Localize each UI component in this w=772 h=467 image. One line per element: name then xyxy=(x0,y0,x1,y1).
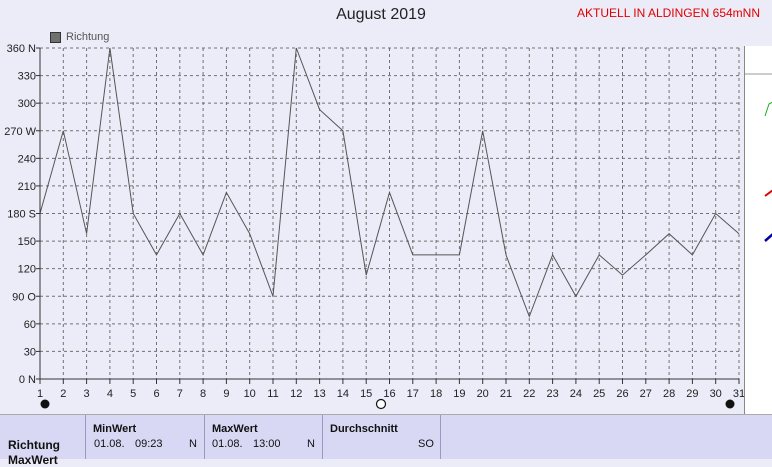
x-tick-label: 15 xyxy=(360,388,372,400)
min-direction: N xyxy=(189,438,197,450)
x-tick-label: 2 xyxy=(60,388,66,400)
stats-row-label-cell: Richtung MaxWert xyxy=(0,415,86,467)
x-tick-label: 9 xyxy=(223,388,229,400)
x-tick-label: 27 xyxy=(640,388,652,400)
y-tick-label: 120 xyxy=(18,264,36,276)
min-time: 09:23 xyxy=(135,438,163,450)
x-tick-label: 5 xyxy=(130,388,136,400)
min-header: MinWert xyxy=(93,423,137,435)
x-tick-label: 6 xyxy=(153,388,159,400)
stats-avg-cell: Durchschnitt SO xyxy=(323,415,441,459)
x-tick-label: 22 xyxy=(523,388,535,400)
series-line-richtung xyxy=(39,47,740,318)
x-tick-label: 28 xyxy=(663,388,675,400)
side-panel-graphics xyxy=(745,73,772,242)
side-blue-line xyxy=(764,233,772,242)
x-tick-label: 10 xyxy=(244,388,256,400)
legend-label: Richtung xyxy=(66,31,110,43)
side-red-line xyxy=(764,189,772,197)
x-tick-label: 14 xyxy=(337,388,349,400)
x-tick-label: 30 xyxy=(710,388,722,400)
x-tick-label: 8 xyxy=(200,388,206,400)
new-moon-icon xyxy=(40,399,50,409)
side-panel xyxy=(744,46,772,414)
x-tick-label: 31 xyxy=(733,388,745,400)
x-tick-label: 25 xyxy=(593,388,605,400)
x-tick-label: 17 xyxy=(407,388,419,400)
x-tick-label: 3 xyxy=(84,388,90,400)
y-tick-label: 270 W xyxy=(4,126,36,138)
x-tick-label: 16 xyxy=(383,388,395,400)
avg-direction: SO xyxy=(418,438,434,450)
max-direction: N xyxy=(307,438,315,450)
x-tick-label: 24 xyxy=(570,388,582,400)
x-tick-label: 26 xyxy=(616,388,628,400)
x-tick-label: 1 xyxy=(37,388,43,400)
legend-swatch xyxy=(50,31,61,43)
stats-next-row-label: MaxWert xyxy=(8,453,58,467)
min-date: 01.08. xyxy=(94,438,125,450)
full-moon-icon xyxy=(375,398,387,410)
x-tick-label: 19 xyxy=(453,388,465,400)
x-tick-label: 18 xyxy=(430,388,442,400)
y-tick-label: 360 N xyxy=(7,43,36,55)
x-tick-label: 23 xyxy=(546,388,558,400)
y-tick-label: 330 xyxy=(18,71,36,83)
max-date: 01.08. xyxy=(212,438,243,450)
x-tick-label: 13 xyxy=(313,388,325,400)
stats-min-cell: MinWert 01.08. 09:23 N xyxy=(86,415,205,459)
stats-table: Richtung MaxWert MinWert 01.08. 09:23 N … xyxy=(0,414,772,467)
max-header: MaxWert xyxy=(212,423,258,435)
y-tick-label: 30 xyxy=(24,346,36,358)
side-green-line xyxy=(764,101,772,117)
x-tick-label: 7 xyxy=(177,388,183,400)
x-tick-label: 20 xyxy=(477,388,489,400)
y-tick-label: 180 S xyxy=(7,209,36,221)
y-axis-ticks: 0 N 30 60 90 O 120 150 180 S 210 240 270 W 300 330 3… xyxy=(4,43,40,386)
new-moon-icon xyxy=(725,399,735,409)
avg-header: Durchschnitt xyxy=(330,423,398,435)
y-tick-label: 150 xyxy=(18,236,36,248)
y-tick-label: 300 xyxy=(18,98,36,110)
grid xyxy=(40,47,740,379)
x-tick-label: 11 xyxy=(267,388,278,400)
location-badge: AKTUELL IN ALDINGEN 654mNN xyxy=(577,6,760,20)
stats-max-cell: MaxWert 01.08. 13:00 N xyxy=(205,415,323,459)
x-tick-label: 12 xyxy=(290,388,302,400)
y-tick-label: 90 O xyxy=(12,291,36,303)
y-tick-label: 60 xyxy=(24,319,36,331)
legend: Richtung xyxy=(50,31,109,43)
x-tick-label: 29 xyxy=(686,388,698,400)
max-time: 13:00 xyxy=(253,438,281,450)
stats-row-label: Richtung xyxy=(8,438,60,452)
y-tick-label: 210 xyxy=(18,181,36,193)
y-tick-label: 0 N xyxy=(19,374,36,386)
x-tick-label: 4 xyxy=(107,388,113,400)
chart-title: August 2019 xyxy=(336,6,426,23)
y-tick-label: 240 xyxy=(18,153,36,165)
x-tick-label: 21 xyxy=(500,388,512,400)
x-axis-ticks: 1 2 3 4 5 6 7 8 9 10 11 12 13 14 15 16 17 18 19 20 21 22 23 24 2… xyxy=(37,379,745,400)
